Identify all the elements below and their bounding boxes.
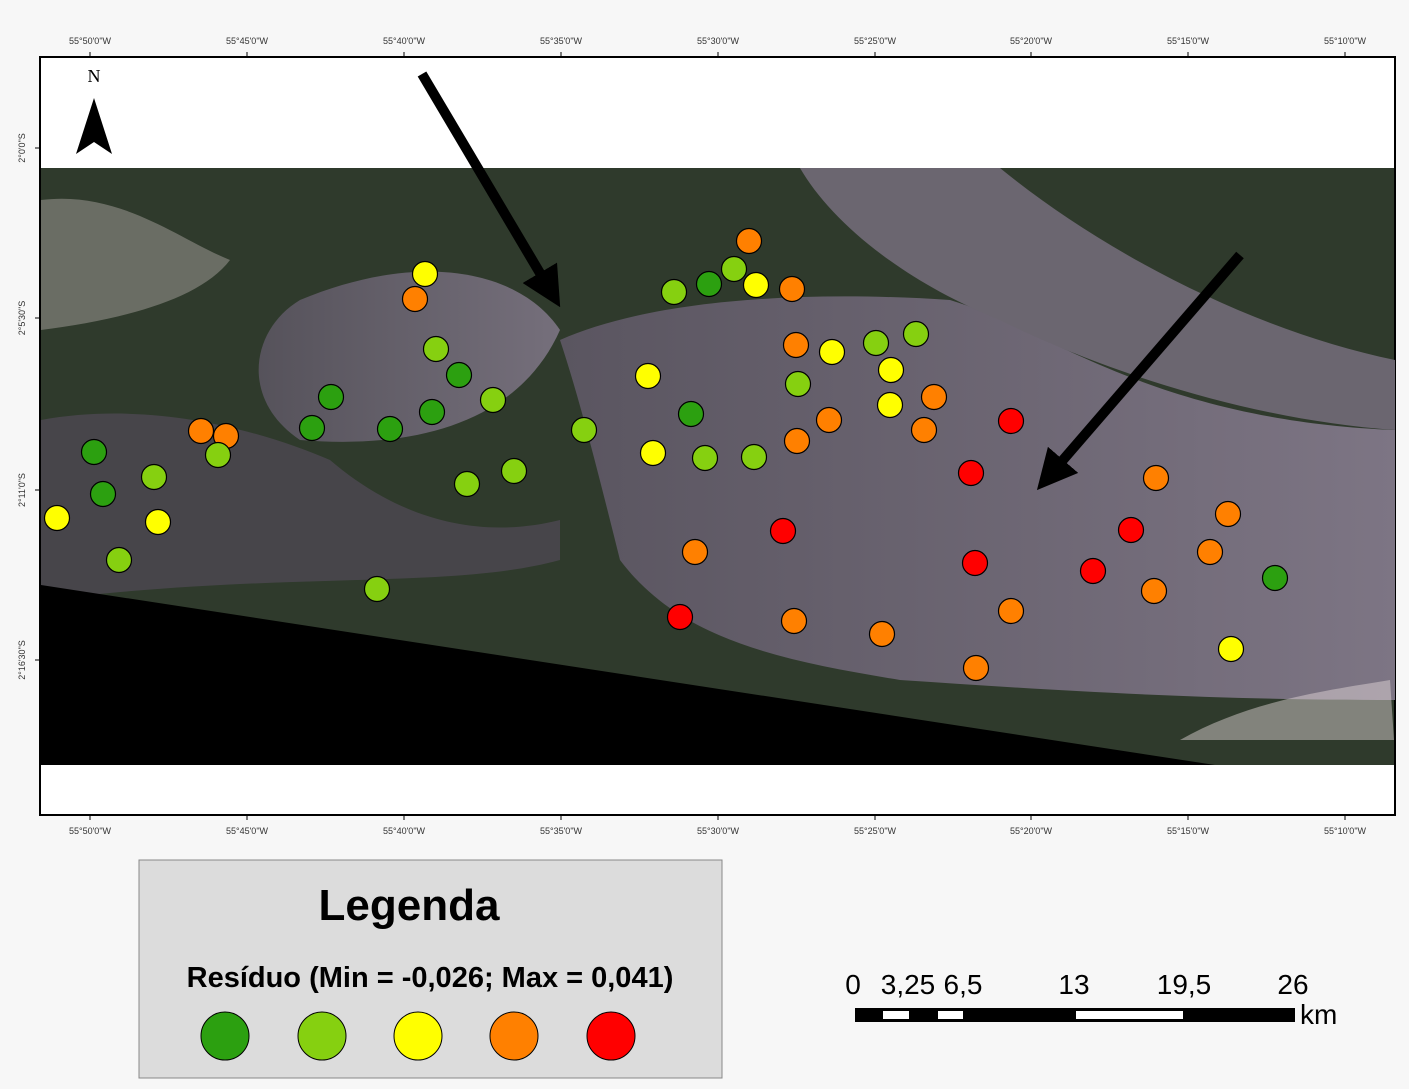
sample-point (784, 333, 809, 358)
sample-point (300, 416, 325, 441)
sample-point (142, 465, 167, 490)
top-tick-label: 55°30'0"W (697, 36, 740, 46)
left-tick-label: 2°0'0"S (17, 133, 27, 163)
sample-point (742, 445, 767, 470)
sample-point (820, 340, 845, 365)
sample-point (786, 372, 811, 397)
top-tick-label: 55°45'0"W (226, 36, 269, 46)
sample-point (878, 393, 903, 418)
sample-point (782, 609, 807, 634)
sample-point (999, 599, 1024, 624)
map-page: N 55°50'0"W 55°45'0"W 55°40'0"W 55°35'0"W 55… (0, 0, 1409, 1089)
left-tick-label: 2°11'0"S (17, 473, 27, 507)
sample-point (641, 441, 666, 466)
sample-point (668, 605, 693, 630)
bottom-tick-label: 55°15'0"W (1167, 826, 1210, 836)
scale-label: 19,5 (1157, 969, 1212, 1000)
sample-point (959, 461, 984, 486)
sample-point (365, 577, 390, 602)
sample-point (722, 257, 747, 282)
sample-point (572, 418, 597, 443)
top-tick-label: 55°25'0"W (854, 36, 897, 46)
top-tick-label: 55°15'0"W (1167, 36, 1210, 46)
sample-point (817, 408, 842, 433)
sample-point (1144, 466, 1169, 491)
sample-point (697, 272, 722, 297)
sample-point (922, 385, 947, 410)
sample-point (963, 551, 988, 576)
legend-title: Legenda (319, 881, 500, 930)
bottom-tick-label: 55°10'0"W (1324, 826, 1367, 836)
sample-point (424, 337, 449, 362)
left-tick-label: 2°5'30"S (17, 301, 27, 336)
top-tick-label: 55°40'0"W (383, 36, 426, 46)
sample-point (378, 417, 403, 442)
sample-point (879, 358, 904, 383)
bottom-tick-label: 55°20'0"W (1010, 826, 1053, 836)
sample-point (455, 472, 480, 497)
sample-point (502, 459, 527, 484)
sample-point (864, 331, 889, 356)
sample-point (481, 388, 506, 413)
sample-point (999, 409, 1024, 434)
legend-subtitle: Resíduo (Min = -0,026; Max = 0,041) (187, 962, 674, 994)
sample-point (403, 287, 428, 312)
sample-point (780, 277, 805, 302)
scale-unit: km (1300, 999, 1337, 1030)
sample-point (1216, 502, 1241, 527)
sample-point (679, 402, 704, 427)
top-tick-label: 55°35'0"W (540, 36, 583, 46)
sample-point (45, 506, 70, 531)
sample-point (91, 482, 116, 507)
north-label: N (88, 66, 101, 86)
bottom-tick-label: 55°30'0"W (697, 826, 740, 836)
sample-point (1219, 637, 1244, 662)
sample-point (413, 262, 438, 287)
sample-point (904, 322, 929, 347)
top-tick-label: 55°50'0"W (69, 36, 112, 46)
bottom-tick-label: 55°25'0"W (854, 826, 897, 836)
sample-point (1081, 559, 1106, 584)
bottom-tick-label: 55°35'0"W (540, 826, 583, 836)
bottom-tick-label: 55°50'0"W (69, 826, 112, 836)
bottom-tick-label: 55°45'0"W (226, 826, 269, 836)
scale-label: 6,5 (944, 969, 983, 1000)
satellite-image (41, 168, 1395, 765)
sample-point (1119, 518, 1144, 543)
sample-point (964, 656, 989, 681)
sample-point (146, 510, 171, 535)
sample-point (662, 280, 687, 305)
sample-point (785, 429, 810, 454)
sample-point (1263, 566, 1288, 591)
scale-label: 26 (1277, 969, 1308, 1000)
sample-point (870, 622, 895, 647)
scale-label: 0 (845, 969, 861, 1000)
top-tick-label: 55°20'0"W (1010, 36, 1053, 46)
sample-point (447, 363, 472, 388)
scale-label: 13 (1058, 969, 1089, 1000)
sample-point (206, 443, 231, 468)
left-tick-label: 2°16'30"S (17, 640, 27, 680)
bottom-tick-label: 55°40'0"W (383, 826, 426, 836)
scale-label: 3,25 (881, 969, 936, 1000)
sample-point (1142, 579, 1167, 604)
legend: Legenda Resíduo (Min = -0,026; Max = 0,0… (139, 860, 722, 1078)
sample-point (420, 400, 445, 425)
sample-point (912, 418, 937, 443)
sample-point (636, 364, 661, 389)
sample-point (319, 385, 344, 410)
sample-point (744, 273, 769, 298)
sample-point (683, 540, 708, 565)
sample-point (189, 419, 214, 444)
sample-point (771, 519, 796, 544)
sample-point (737, 229, 762, 254)
sample-point (82, 440, 107, 465)
sample-point (693, 446, 718, 471)
sample-point (1198, 540, 1223, 565)
sample-point (107, 548, 132, 573)
top-tick-label: 55°10'0"W (1324, 36, 1367, 46)
